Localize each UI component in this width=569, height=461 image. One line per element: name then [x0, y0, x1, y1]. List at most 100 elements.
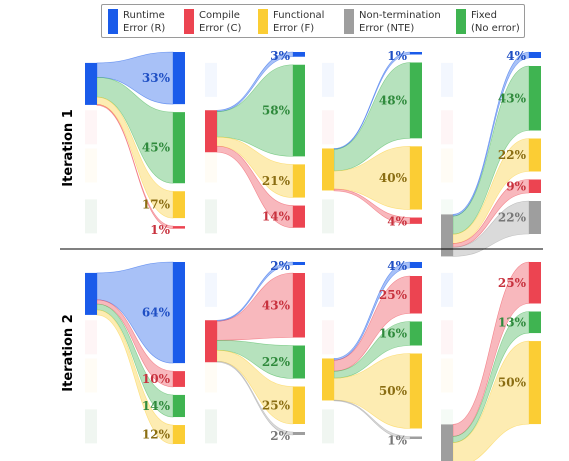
flow-value-label: 22%	[498, 148, 527, 162]
ghost-node-fixed	[85, 409, 97, 444]
flow-c-to-c	[216, 272, 294, 341]
flow-value-label: 21%	[262, 174, 291, 188]
flow-value-label: 3%	[270, 49, 290, 63]
flow-r-to-r	[96, 261, 174, 364]
target-node-c	[410, 217, 422, 224]
target-node-r	[173, 52, 185, 105]
ghost-node-c	[441, 320, 453, 355]
ghost-node-r	[322, 272, 334, 307]
flow-c-to-r	[216, 51, 294, 112]
ghost-node-nte	[205, 199, 217, 234]
target-node-nte	[529, 201, 541, 234]
ghost-node-r	[441, 272, 453, 307]
legend-label-fixed: Fixed (No error)	[471, 10, 520, 34]
source-node-c	[205, 320, 217, 363]
target-node-f	[293, 164, 305, 198]
flow-value-label: 43%	[262, 298, 291, 312]
ghost-node-f	[85, 148, 97, 183]
source-node-r	[85, 272, 97, 315]
target-node-r	[293, 52, 305, 57]
ghost-node-nte	[322, 199, 334, 234]
flow-value-label: 16%	[379, 327, 408, 341]
ghost-node-nte	[322, 409, 334, 444]
ghost-node-fixed	[205, 409, 217, 444]
row-label-iteration-2: Iteration 2	[61, 314, 76, 391]
source-node-f	[322, 148, 334, 191]
ghost-node-c	[441, 110, 453, 145]
flow-value-label: 58%	[262, 104, 291, 118]
node-layer	[85, 52, 541, 461]
ghost-node-nte	[205, 409, 217, 444]
ghost-node-fixed	[85, 199, 97, 234]
ghost-node-f	[441, 358, 453, 393]
target-node-f	[293, 386, 305, 424]
target-node-nte	[293, 432, 305, 435]
legend-swatch-fixed	[456, 9, 466, 34]
flow-value-label: 25%	[262, 398, 291, 412]
legend-swatch-functional	[258, 9, 268, 34]
background-layer	[85, 62, 453, 444]
ghost-node-fixed	[322, 199, 334, 234]
ghost-node-fixed	[205, 199, 217, 234]
flow-value-label: 2%	[270, 259, 290, 273]
flow-value-label: 33%	[142, 71, 171, 85]
source-node-f	[322, 358, 334, 401]
legend-label-non-termination: Non-termination Error (NTE)	[359, 10, 441, 34]
flow-value-label: 17%	[142, 198, 171, 212]
target-node-fixed	[293, 345, 305, 379]
flow-c-to-f	[216, 136, 294, 198]
flow-c-to-f	[216, 349, 294, 425]
legend-label-functional: Functional Error (F)	[273, 10, 325, 34]
flow-value-label: 14%	[142, 399, 171, 413]
target-node-fixed	[173, 394, 185, 418]
target-node-fixed	[529, 66, 541, 131]
flow-value-label: 40%	[379, 171, 408, 185]
target-node-c	[529, 262, 541, 304]
target-node-fixed	[293, 64, 305, 157]
flow-value-label: 4%	[387, 215, 407, 229]
flow-r-to-fixed	[96, 303, 174, 418]
legend-label-runtime: Runtime Error (R)	[123, 10, 166, 34]
ghost-node-r	[205, 272, 217, 307]
target-node-r	[293, 262, 305, 265]
flow-value-label: 22%	[262, 355, 291, 369]
flow-value-label: 1%	[150, 223, 170, 237]
ghost-node-nte	[85, 409, 97, 444]
source-node-r	[85, 62, 97, 105]
ghost-node-nte	[85, 199, 97, 234]
flow-c-to-fixed	[216, 340, 294, 379]
flow-value-label: 64%	[142, 306, 171, 320]
flow-value-label: 1%	[387, 49, 407, 63]
legend-label-compile: Compile Error (C)	[199, 10, 242, 34]
target-node-f	[529, 138, 541, 172]
flow-value-label: 43%	[498, 91, 527, 105]
target-node-fixed	[173, 112, 185, 184]
ghost-node-fixed	[322, 409, 334, 444]
flow-value-label: 4%	[387, 259, 407, 273]
target-node-f	[173, 425, 185, 444]
flow-value-label: 9%	[506, 179, 526, 193]
target-node-fixed	[529, 311, 541, 334]
flow-nte-to-f	[452, 340, 530, 461]
label-layer: 33% 45% 17% 1% 3% 58% 21% 14% 1% 48% 40% 4% 4% 43% 22%…	[142, 49, 527, 448]
flow-c-to-c	[216, 145, 294, 228]
ghost-node-r	[322, 62, 334, 97]
ghost-node-f	[441, 148, 453, 183]
ghost-node-c	[322, 320, 334, 355]
flow-r-to-f	[96, 309, 174, 445]
flow-r-to-c	[96, 299, 174, 388]
source-node-nte	[441, 424, 453, 461]
target-node-r	[410, 262, 422, 268]
flow-value-label: 22%	[498, 211, 527, 225]
target-node-f	[410, 146, 422, 210]
legend: Runtime Error (R) Compile Error (C) Functi…	[101, 4, 525, 38]
ghost-node-f	[85, 358, 97, 393]
flow-value-label: 10%	[142, 372, 171, 386]
target-node-f	[410, 353, 422, 429]
legend-swatch-non-termination	[344, 9, 354, 34]
row-label-iteration-1: Iteration 1	[61, 109, 76, 186]
flow-value-label: 50%	[379, 384, 408, 398]
flow-value-label: 2%	[270, 429, 290, 443]
target-node-f	[529, 341, 541, 425]
